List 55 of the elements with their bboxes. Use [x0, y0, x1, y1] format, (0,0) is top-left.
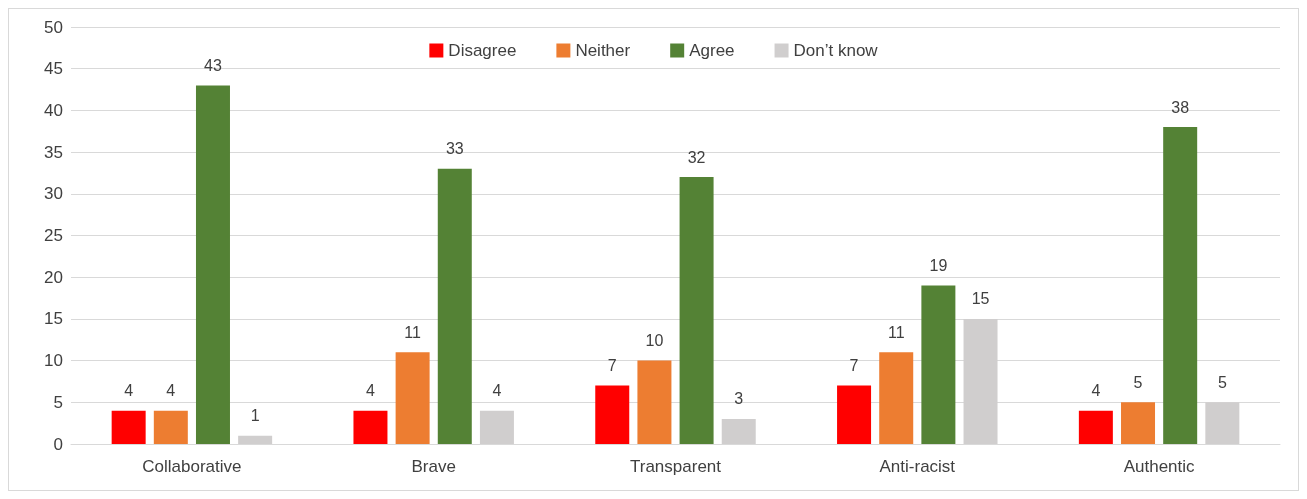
bar: [1121, 402, 1156, 444]
bar: [353, 410, 388, 444]
data-label: 5: [1133, 373, 1143, 391]
x-tick-label: Transparent: [629, 457, 722, 476]
data-label: 43: [204, 56, 222, 74]
x-tick-label: Brave: [411, 457, 456, 476]
y-tick-label: 20: [44, 267, 63, 287]
bar: [879, 352, 914, 444]
legend-label: Disagree: [448, 41, 517, 60]
y-tick-label: 25: [44, 226, 63, 245]
bar: [1163, 127, 1198, 444]
data-label: 11: [404, 323, 422, 341]
x-tick-label: Collaborative: [142, 457, 242, 476]
data-label: 7: [849, 357, 859, 375]
y-tick-label: 15: [44, 309, 63, 329]
x-tick-label: Anti-racist: [879, 457, 956, 476]
data-label: 3: [734, 390, 744, 408]
bar: [195, 85, 230, 444]
bar: [921, 285, 956, 444]
x-tick-label: Authentic: [1123, 457, 1196, 476]
bar: [837, 385, 872, 444]
data-label: 4: [166, 382, 176, 400]
data-label: 32: [687, 148, 706, 166]
y-tick-label: 30: [44, 184, 63, 204]
data-label: 4: [1091, 382, 1101, 400]
y-tick-label: 40: [44, 100, 63, 120]
bar: [679, 177, 714, 444]
data-label: 38: [1171, 98, 1190, 116]
y-tick-label: 0: [53, 434, 63, 454]
data-label: 4: [492, 382, 502, 400]
bar: [595, 385, 630, 444]
data-label: 10: [645, 332, 664, 350]
y-tick-label: 45: [44, 59, 63, 79]
bar: [153, 410, 188, 444]
data-label: 33: [445, 140, 464, 158]
data-label: 4: [124, 382, 134, 400]
y-tick-label: 35: [44, 142, 63, 162]
data-label: 1: [250, 407, 260, 425]
data-label: 15: [971, 290, 990, 308]
data-label: 11: [887, 323, 905, 341]
bar: [1078, 410, 1113, 444]
data-label: 19: [929, 257, 948, 275]
data-label: 4: [366, 382, 376, 400]
bar: [437, 168, 472, 444]
legend-label: Agree: [689, 41, 735, 60]
legend-label: Neither: [575, 41, 631, 60]
y-tick-label: 10: [44, 351, 63, 371]
y-tick-label: 5: [53, 392, 63, 412]
bar: [111, 410, 146, 444]
legend-label: Don’t know: [793, 41, 879, 60]
y-tick-label: 50: [44, 17, 63, 37]
bar: [637, 360, 672, 444]
bar: [395, 352, 430, 444]
data-label: 7: [607, 357, 617, 375]
data-label: 5: [1217, 373, 1227, 391]
